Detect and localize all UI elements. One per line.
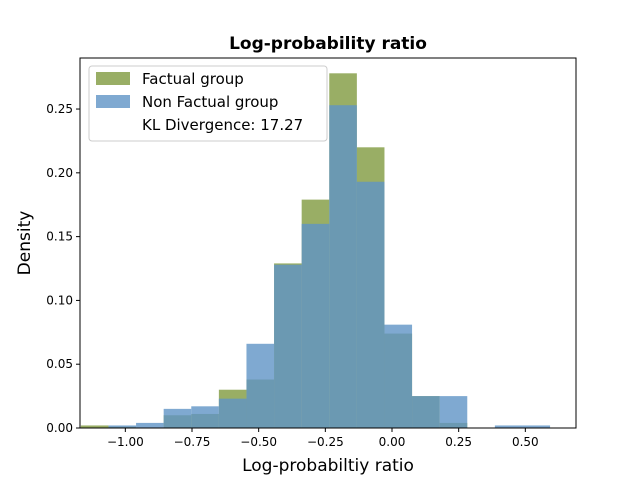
non-factual-bar-10: [384, 324, 413, 428]
non-factual-bar-14: [522, 425, 551, 428]
non-factual-bar-13: [494, 425, 523, 428]
non-factual-bar-7: [301, 223, 330, 428]
x-tick-label: 0.25: [445, 435, 472, 449]
y-tick-label: 0.05: [46, 357, 73, 371]
x-axis-ticks: −1.00 −0.75 −0.50 −0.25 0.00 0.25 0.50: [107, 428, 539, 449]
x-tick-label: −1.00: [107, 435, 144, 449]
legend: Factual group Non Factual group KL Diver…: [88, 65, 328, 142]
y-tick-label: 0.25: [46, 102, 73, 116]
x-tick-label: 0.00: [379, 435, 406, 449]
non-factual-legend-label: Non Factual group: [142, 93, 278, 111]
factual-bar-0: [80, 425, 109, 428]
y-tick-label: 0.00: [46, 421, 73, 435]
non-factual-bar-6: [274, 264, 302, 428]
plot-frame: [79, 57, 577, 429]
non-factual-bar-4: [218, 398, 247, 428]
non-factual-bar-11: [412, 396, 440, 428]
x-tick-label: 0.50: [512, 435, 539, 449]
y-tick-label: 0.20: [46, 166, 73, 180]
non-factual-bar-5: [246, 343, 275, 428]
y-axis-label: Density: [15, 211, 35, 276]
x-tick-label: −0.25: [307, 435, 344, 449]
non-factual-bar-9: [356, 181, 385, 428]
non-factual-legend-swatch: [96, 95, 130, 108]
kl-divergence-note: KL Divergence: 17.27: [142, 116, 303, 134]
non-factual-series: [108, 105, 551, 428]
non-factual-bar-12: [439, 396, 468, 428]
legend-box: [88, 65, 328, 142]
x-axis-label: Log-probabiltiy ratio: [242, 456, 414, 476]
y-tick-label: 0.15: [46, 230, 73, 244]
x-tick-label: −0.75: [174, 435, 211, 449]
non-factual-bar-0: [108, 425, 137, 428]
factual-legend-label: Factual group: [142, 70, 244, 88]
factual-legend-swatch: [96, 72, 130, 85]
non-factual-bar-1: [136, 422, 164, 428]
y-axis-ticks: 0.00 0.05 0.10 0.15 0.20 0.25: [46, 102, 80, 435]
chart-title: Log-probability ratio: [229, 34, 427, 54]
x-tick-label: −0.50: [240, 435, 277, 449]
non-factual-bar-8: [329, 105, 357, 428]
non-factual-bar-2: [163, 408, 192, 428]
non-factual-bar-3: [191, 406, 219, 428]
y-tick-label: 0.10: [46, 293, 73, 307]
